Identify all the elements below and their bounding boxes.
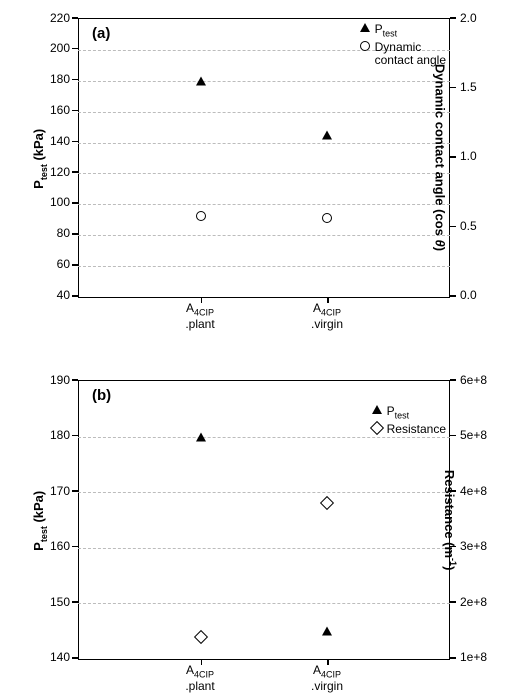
panel-b-plot: (b) Ptest Resistance [78,380,450,660]
ytick [72,601,78,603]
ytick [450,87,456,89]
yticklabel: 2.0 [460,11,477,25]
yticklabel: 160 [50,103,70,117]
yticklabel: 120 [50,165,70,179]
ytick [72,657,78,659]
legend-label: Ptest [385,405,410,421]
gridline [78,266,450,267]
point-contact-plant [196,211,206,221]
yticklabel: 1e+8 [460,650,487,664]
ytick [72,435,78,437]
yticklabel: 150 [50,595,70,609]
gridline [78,548,450,549]
panel-b-yleft-title: Ptest (kPa) [31,461,49,581]
yticklabel: 1.5 [460,80,477,94]
panel-b-label: (b) [92,387,111,404]
circle-icon [357,41,373,51]
ytick [450,379,456,381]
ytick [450,601,456,603]
cat-label-virgin: A4CIP.virgin [297,664,357,693]
yticklabel: 180 [50,428,70,442]
ytick [72,110,78,112]
yticklabel: 180 [50,72,70,86]
cat-label-virgin: A4CIP.virgin [297,302,357,331]
gridline [78,81,450,82]
ytick [450,295,456,297]
triangle-icon [357,23,373,32]
ytick [450,435,456,437]
yticklabel: 190 [50,373,70,387]
panel-b-yright-title: Resistance (m-1) [442,440,458,600]
panel-a-axis-left [78,19,79,297]
panel-a-yleft-title: Ptest (kPa) [31,99,49,219]
ytick [72,48,78,50]
legend-item-ptest: Ptest [357,23,446,39]
yticklabel: 60 [57,257,70,271]
point-res-virgin [322,498,332,508]
ytick [72,17,78,19]
point-ptest-virgin [322,130,332,139]
yticklabel: 100 [50,195,70,209]
yticklabel: 200 [50,41,70,55]
point-ptest-plant [196,76,206,85]
gridline [78,112,450,113]
ytick [72,233,78,235]
yticklabel: 0.0 [460,288,477,302]
point-contact-virgin [322,213,332,223]
ytick [450,17,456,19]
gridline [78,235,450,236]
panel-a-axis-right [449,19,450,297]
panel-a-label: (a) [92,25,110,42]
yticklabel: 170 [50,484,70,498]
diamond-icon [369,423,385,433]
point-res-plant [196,632,206,642]
yticklabel: 4e+8 [460,484,487,498]
yticklabel: 80 [57,226,70,240]
legend-item-ptest: Ptest [369,405,446,421]
panel-b-axis-left [78,381,79,659]
cat-label-plant: A4CIP.plant [170,302,230,331]
gridline [78,204,450,205]
ytick [72,79,78,81]
panel-a-plot: (a) Ptest Dynamiccontact angle [78,18,450,298]
ytick [72,171,78,173]
ytick [450,657,456,659]
point-ptest-virgin [322,627,332,636]
ytick [72,546,78,548]
legend-item-resistance: Resistance [369,423,446,436]
ytick [450,226,456,228]
panel-a-yright-title: Dynamic contact angle (cos θ) [433,58,448,258]
yticklabel: 2e+8 [460,595,487,609]
point-ptest-plant [196,432,206,441]
ytick [72,202,78,204]
ytick [72,295,78,297]
triangle-icon [369,405,385,414]
ytick [450,156,456,158]
yticklabel: 1.0 [460,149,477,163]
gridline [78,143,450,144]
yticklabel: 0.5 [460,219,477,233]
figure: (a) Ptest Dynamiccontact angle 40 [0,0,530,693]
yticklabel: 6e+8 [460,373,487,387]
gridline [78,173,450,174]
ytick [72,379,78,381]
yticklabel: 140 [50,650,70,664]
ytick [72,141,78,143]
cat-label-plant: A4CIP.plant [170,664,230,693]
ytick [72,490,78,492]
yticklabel: 3e+8 [460,539,487,553]
legend-label: Ptest [373,23,398,39]
gridline [78,492,450,493]
yticklabel: 220 [50,11,70,25]
legend-label: Resistance [385,423,446,436]
yticklabel: 160 [50,539,70,553]
yticklabel: 40 [57,288,70,302]
panel-b-legend: Ptest Resistance [369,405,446,438]
yticklabel: 5e+8 [460,428,487,442]
yticklabel: 140 [50,134,70,148]
ytick [72,264,78,266]
gridline [78,603,450,604]
